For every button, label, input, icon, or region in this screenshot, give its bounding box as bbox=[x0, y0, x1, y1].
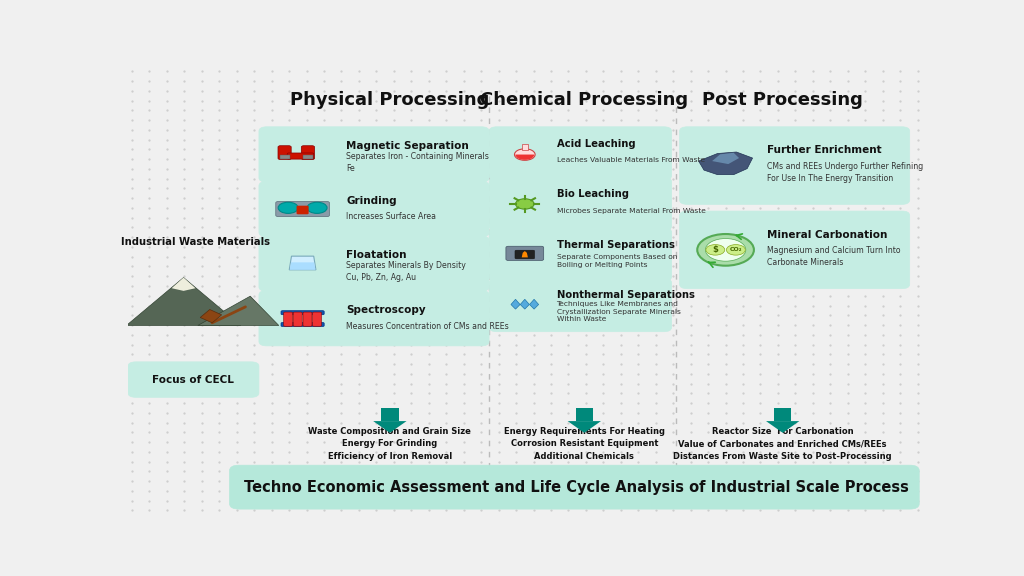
Polygon shape bbox=[575, 408, 593, 421]
FancyBboxPatch shape bbox=[489, 177, 672, 230]
Polygon shape bbox=[126, 278, 241, 325]
FancyBboxPatch shape bbox=[287, 153, 313, 159]
Text: Bio Leaching: Bio Leaching bbox=[557, 189, 629, 199]
Polygon shape bbox=[511, 300, 520, 309]
Polygon shape bbox=[290, 262, 315, 270]
Circle shape bbox=[697, 234, 754, 266]
FancyBboxPatch shape bbox=[278, 146, 291, 160]
Polygon shape bbox=[373, 421, 407, 433]
FancyBboxPatch shape bbox=[229, 465, 920, 509]
FancyBboxPatch shape bbox=[303, 155, 313, 158]
Text: Separates Iron - Containing Minerals
Fe: Separates Iron - Containing Minerals Fe bbox=[346, 152, 489, 173]
Text: Mineral Carbonation: Mineral Carbonation bbox=[767, 230, 887, 240]
Text: Energy Requirements For Heating
Corrosion Resistant Equipment
Additional Chemica: Energy Requirements For Heating Corrosio… bbox=[504, 427, 665, 461]
FancyBboxPatch shape bbox=[281, 310, 325, 314]
Text: Magnetic Separation: Magnetic Separation bbox=[346, 141, 469, 151]
FancyBboxPatch shape bbox=[680, 127, 909, 204]
Circle shape bbox=[726, 245, 745, 255]
Text: Physical Processing: Physical Processing bbox=[290, 91, 489, 109]
Polygon shape bbox=[521, 251, 528, 257]
Text: $: $ bbox=[713, 245, 718, 255]
FancyBboxPatch shape bbox=[312, 312, 322, 326]
Text: Chemical Processing: Chemical Processing bbox=[480, 91, 688, 109]
FancyBboxPatch shape bbox=[259, 127, 489, 182]
FancyBboxPatch shape bbox=[301, 146, 314, 160]
FancyBboxPatch shape bbox=[515, 250, 535, 259]
Text: Techno Economic Assessment and Life Cycle Analysis of Industrial Scale Process: Techno Economic Assessment and Life Cycl… bbox=[244, 480, 909, 495]
FancyBboxPatch shape bbox=[303, 312, 312, 326]
Text: Separates Minerals By Density
Cu, Pb, Zn, Ag, Au: Separates Minerals By Density Cu, Pb, Zn… bbox=[346, 262, 466, 282]
Text: Post Processing: Post Processing bbox=[702, 91, 863, 109]
Text: Techniques Like Membranes and
Crystallization Separate Minerals
Within Waste: Techniques Like Membranes and Crystalliz… bbox=[557, 301, 680, 322]
Text: Measures Concentration of CMs and REEs: Measures Concentration of CMs and REEs bbox=[346, 321, 509, 331]
FancyBboxPatch shape bbox=[489, 127, 672, 180]
Text: Increases Surface Area: Increases Surface Area bbox=[346, 213, 436, 221]
Circle shape bbox=[706, 245, 725, 255]
Polygon shape bbox=[198, 296, 279, 325]
Text: Focus of CECL: Focus of CECL bbox=[153, 374, 234, 385]
Polygon shape bbox=[712, 153, 739, 164]
Text: Thermal Separations: Thermal Separations bbox=[557, 240, 675, 250]
Polygon shape bbox=[774, 408, 792, 421]
Polygon shape bbox=[520, 300, 529, 309]
FancyBboxPatch shape bbox=[293, 312, 302, 326]
Polygon shape bbox=[766, 421, 800, 433]
Text: Microbes Separate Material From Waste: Microbes Separate Material From Waste bbox=[557, 207, 706, 214]
Text: Spectroscopy: Spectroscopy bbox=[346, 305, 426, 314]
Polygon shape bbox=[172, 278, 196, 291]
Text: Leaches Valuable Materials From Waste: Leaches Valuable Materials From Waste bbox=[557, 157, 705, 163]
Text: CO₂: CO₂ bbox=[729, 247, 742, 252]
Text: Separate Components Based on
Boiling or Melting Points: Separate Components Based on Boiling or … bbox=[557, 255, 677, 268]
Wedge shape bbox=[515, 154, 535, 160]
Text: CMs and REEs Undergo Further Refining
For Use In The Energy Transition: CMs and REEs Undergo Further Refining Fo… bbox=[767, 162, 923, 183]
Polygon shape bbox=[381, 408, 398, 421]
Circle shape bbox=[514, 149, 536, 160]
FancyBboxPatch shape bbox=[506, 247, 544, 260]
FancyBboxPatch shape bbox=[281, 323, 325, 327]
Circle shape bbox=[279, 202, 298, 213]
Text: Industrial Waste Materials: Industrial Waste Materials bbox=[121, 237, 270, 247]
Polygon shape bbox=[698, 152, 753, 175]
Circle shape bbox=[706, 238, 745, 261]
FancyBboxPatch shape bbox=[489, 278, 672, 332]
Text: Floatation: Floatation bbox=[346, 250, 407, 260]
FancyBboxPatch shape bbox=[297, 206, 308, 214]
Text: Grinding: Grinding bbox=[346, 196, 397, 206]
Circle shape bbox=[307, 202, 327, 213]
FancyBboxPatch shape bbox=[280, 155, 290, 158]
FancyBboxPatch shape bbox=[128, 362, 259, 397]
Polygon shape bbox=[567, 421, 601, 433]
Text: Reactor Size  For Carbonation
Value of Carbonates and Enriched CMs/REEs
Distance: Reactor Size For Carbonation Value of Ca… bbox=[674, 427, 892, 461]
Text: Further Enrichment: Further Enrichment bbox=[767, 146, 882, 156]
Text: Magnesium and Calcium Turn Into
Carbonate Minerals: Magnesium and Calcium Turn Into Carbonat… bbox=[767, 247, 900, 267]
Circle shape bbox=[515, 199, 535, 209]
Text: Nonthermal Separations: Nonthermal Separations bbox=[557, 290, 694, 300]
FancyBboxPatch shape bbox=[259, 290, 489, 346]
Text: Waste Composition and Grain Size
Energy For Grinding
Efficiency of Iron Removal: Waste Composition and Grain Size Energy … bbox=[308, 427, 471, 461]
Polygon shape bbox=[289, 256, 316, 270]
FancyBboxPatch shape bbox=[680, 211, 909, 289]
FancyBboxPatch shape bbox=[521, 145, 528, 150]
FancyBboxPatch shape bbox=[259, 181, 489, 237]
Polygon shape bbox=[201, 309, 221, 323]
FancyBboxPatch shape bbox=[284, 312, 293, 326]
FancyBboxPatch shape bbox=[275, 202, 330, 217]
Text: Acid Leaching: Acid Leaching bbox=[557, 139, 635, 149]
Polygon shape bbox=[529, 300, 539, 309]
FancyBboxPatch shape bbox=[259, 236, 489, 291]
FancyBboxPatch shape bbox=[489, 228, 672, 281]
